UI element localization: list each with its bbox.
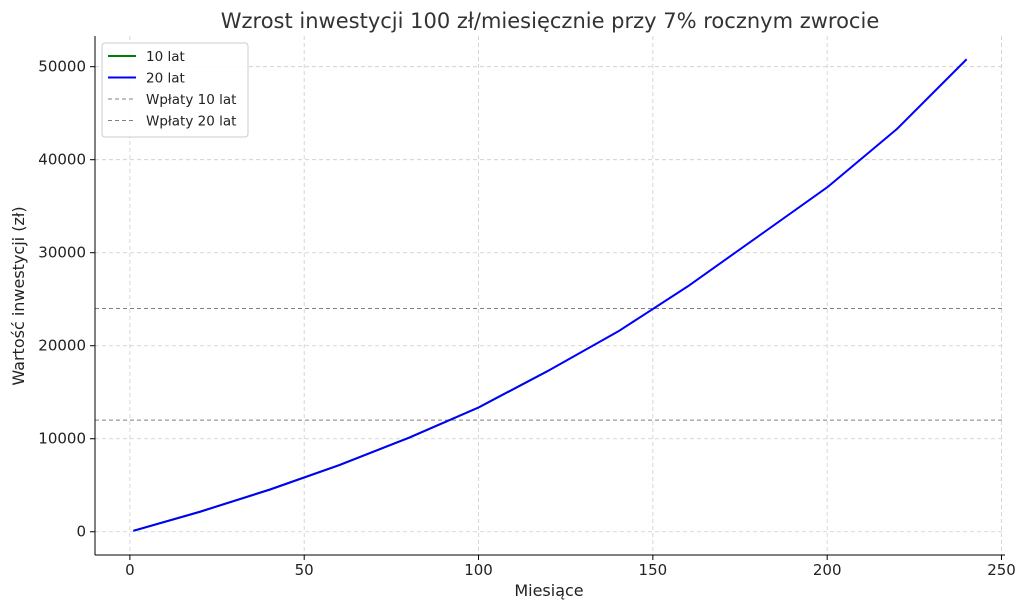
x-axis-label: Miesiące xyxy=(514,581,583,600)
y-axis-label: Wartość inwestycji (zł) xyxy=(9,206,28,385)
reference-lines xyxy=(95,308,1005,421)
x-tick-label: 50 xyxy=(295,561,314,579)
x-tick-label: 150 xyxy=(639,561,668,579)
y-tick-label: 0 xyxy=(76,523,86,541)
line-series-0 xyxy=(133,369,549,532)
y-tick-label: 30000 xyxy=(38,244,86,262)
ticks: 0 50 100 150 200 250 0 10000 20000 30000 40000 5000… xyxy=(38,58,1016,579)
grid xyxy=(95,36,1005,555)
y-tick-label: 50000 xyxy=(38,58,86,76)
x-tick-label: 0 xyxy=(125,561,135,579)
line-series-1 xyxy=(133,58,968,532)
y-tick-label: 20000 xyxy=(38,337,86,355)
legend: 10 lat 20 lat Wpłaty 10 lat Wpłaty 20 lat xyxy=(101,42,249,138)
series-lines xyxy=(133,58,968,532)
legend-frame xyxy=(101,42,249,138)
x-tick-label: 100 xyxy=(464,561,493,579)
x-tick-label: 200 xyxy=(813,561,842,579)
x-tick-label: 250 xyxy=(987,561,1016,579)
y-tick-label: 10000 xyxy=(38,430,86,448)
chart-title: Wzrost inwestycji 100 zł/miesięcznie prz… xyxy=(221,9,880,33)
axes xyxy=(94,36,1005,556)
y-tick-label: 40000 xyxy=(38,151,86,169)
legend-label: Wpłaty 10 lat xyxy=(146,92,236,108)
legend-label: 10 lat xyxy=(146,49,185,65)
legend-label: 20 lat xyxy=(146,71,185,87)
legend-label: Wpłaty 20 lat xyxy=(146,114,236,130)
